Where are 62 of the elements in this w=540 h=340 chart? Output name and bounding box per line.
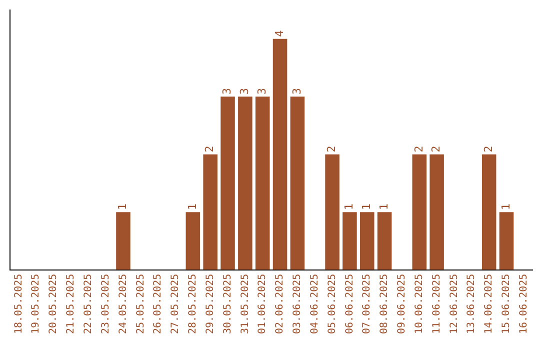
x-tick-label: 08.06.2025 xyxy=(379,274,390,334)
x-tick-label: 07.06.2025 xyxy=(362,274,373,334)
bar xyxy=(290,96,305,270)
x-tick-label: 10.06.2025 xyxy=(414,274,425,334)
x-tick-label: 16.06.2025 xyxy=(518,274,530,334)
data-label: 3 xyxy=(220,88,234,95)
bar xyxy=(272,38,288,270)
data-label: 2 xyxy=(482,146,495,152)
x-tick-label: 12.06.2025 xyxy=(448,274,460,334)
x-tick-label: 28.05.2025 xyxy=(188,274,199,334)
x-tick-label: 11.06.2025 xyxy=(431,274,442,334)
x-tick-label: 09.06.2025 xyxy=(396,274,408,334)
bar xyxy=(238,96,252,270)
data-label: 1 xyxy=(377,203,390,210)
bar xyxy=(203,154,218,270)
x-tick-label: 06.06.2025 xyxy=(344,274,356,334)
x-tick-label: 02.06.2025 xyxy=(274,274,286,334)
x-tick-label: 13.06.2025 xyxy=(466,274,478,334)
x-tick-label: 19.05.2025 xyxy=(30,274,42,334)
data-label: 3 xyxy=(255,88,268,95)
x-tick-label: 03.06.2025 xyxy=(292,274,304,334)
data-label: 1 xyxy=(342,203,356,210)
x-tick-label: 18.05.2025 xyxy=(13,274,24,334)
data-label: 2 xyxy=(325,146,338,152)
x-tick-label: 23.05.2025 xyxy=(100,274,112,334)
bar xyxy=(412,154,427,270)
x-tick-label: 05.06.2025 xyxy=(326,274,338,334)
x-tick-label: 15.06.2025 xyxy=(501,274,512,334)
x-tick-label: 25.05.2025 xyxy=(135,274,146,334)
bar xyxy=(220,96,235,270)
data-label: 2 xyxy=(430,146,443,152)
x-tick-label: 26.05.2025 xyxy=(152,274,164,334)
x-tick-label: 20.05.2025 xyxy=(48,274,60,334)
x-tick-label: 24.05.2025 xyxy=(118,274,129,334)
x-tick-label: 21.05.2025 xyxy=(66,274,77,334)
bar xyxy=(325,154,340,270)
data-label: 1 xyxy=(360,203,373,210)
x-tick-label: 27.05.2025 xyxy=(170,274,182,334)
data-label: 3 xyxy=(290,88,304,95)
bar xyxy=(482,154,496,270)
bar xyxy=(377,212,392,270)
x-tick-label: 14.06.2025 xyxy=(484,274,495,334)
bar xyxy=(360,212,374,270)
data-label: 4 xyxy=(272,30,286,37)
bar xyxy=(255,96,270,270)
x-tick-label: 01.06.2025 xyxy=(257,274,268,334)
x-tick-label: 31.05.2025 xyxy=(240,274,251,334)
data-label: 1 xyxy=(499,203,512,210)
x-tick-label: 30.05.2025 xyxy=(222,274,234,334)
data-label: 2 xyxy=(412,146,426,152)
bar xyxy=(342,212,357,270)
x-tick-label: 22.05.2025 xyxy=(82,274,94,334)
bar xyxy=(430,154,444,270)
data-label: 3 xyxy=(238,88,252,95)
data-label: 2 xyxy=(203,146,216,152)
data-label: 1 xyxy=(116,203,130,210)
bar xyxy=(116,212,130,270)
bar xyxy=(499,212,514,270)
data-label: 1 xyxy=(186,203,199,210)
x-tick-label: 29.05.2025 xyxy=(204,274,216,334)
x-tick-label: 04.06.2025 xyxy=(309,274,320,334)
bar xyxy=(186,212,200,270)
